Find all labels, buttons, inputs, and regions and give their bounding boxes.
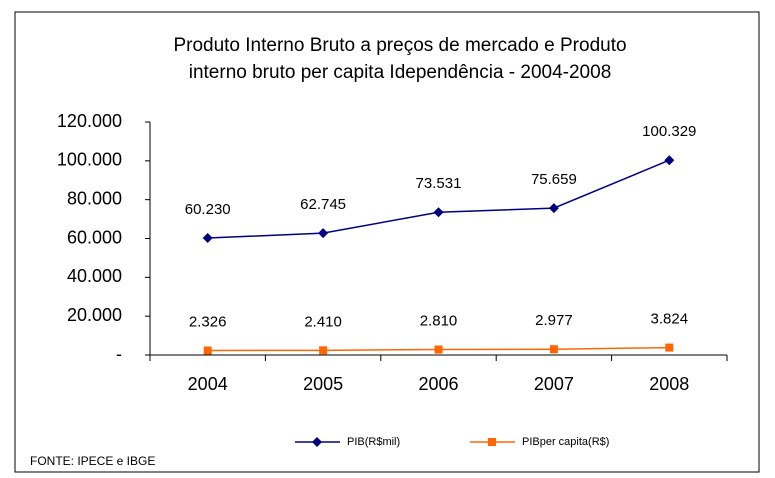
series-line bbox=[207, 159, 670, 239]
point bbox=[548, 203, 559, 214]
y-tick-label: 40.000 bbox=[67, 266, 122, 286]
point bbox=[665, 343, 674, 352]
x-tick-label: 2006 bbox=[418, 374, 458, 394]
data-label: 100.329 bbox=[642, 123, 696, 140]
y-tick-label: 20.000 bbox=[67, 305, 122, 325]
data-label: 75.659 bbox=[531, 171, 577, 188]
data-label: 2.977 bbox=[535, 312, 573, 329]
x-tick-label: 2007 bbox=[534, 374, 574, 394]
data-label: 2.326 bbox=[189, 313, 227, 330]
point bbox=[319, 346, 328, 355]
point bbox=[549, 345, 558, 354]
x-tick-label: 2008 bbox=[649, 374, 689, 394]
point bbox=[664, 155, 675, 166]
y-tick-label: 80.000 bbox=[67, 188, 122, 208]
data-label: 60.230 bbox=[185, 201, 231, 218]
point bbox=[318, 228, 329, 239]
chart-title: interno bruto per capita Idependência - … bbox=[189, 62, 612, 83]
data-label: 62.745 bbox=[300, 196, 346, 213]
y-tick-label: - bbox=[116, 344, 122, 364]
point bbox=[202, 233, 213, 244]
data-label: 73.531 bbox=[416, 175, 462, 192]
legend-label: PIB(R$mil) bbox=[347, 436, 400, 448]
point bbox=[434, 345, 443, 354]
data-label: 2.810 bbox=[420, 313, 458, 330]
y-tick-label: 120.000 bbox=[57, 111, 122, 131]
x-tick-label: 2005 bbox=[303, 374, 343, 394]
legend-marker bbox=[312, 437, 322, 447]
chart-frame bbox=[14, 11, 760, 473]
x-tick-label: 2004 bbox=[188, 374, 228, 394]
data-label: 3.824 bbox=[651, 311, 689, 328]
point bbox=[433, 207, 444, 218]
source-note: FONTE: IPECE e IBGE bbox=[30, 454, 155, 468]
y-tick-label: 100.000 bbox=[57, 150, 122, 170]
point bbox=[203, 346, 212, 355]
data-label: 2.410 bbox=[304, 313, 342, 330]
legend-marker bbox=[488, 438, 496, 446]
legend-label: PIBper capita(R$) bbox=[522, 436, 609, 448]
chart-title: Produto Interno Bruto a preços de mercad… bbox=[173, 35, 626, 56]
y-tick-label: 60.000 bbox=[67, 227, 122, 247]
